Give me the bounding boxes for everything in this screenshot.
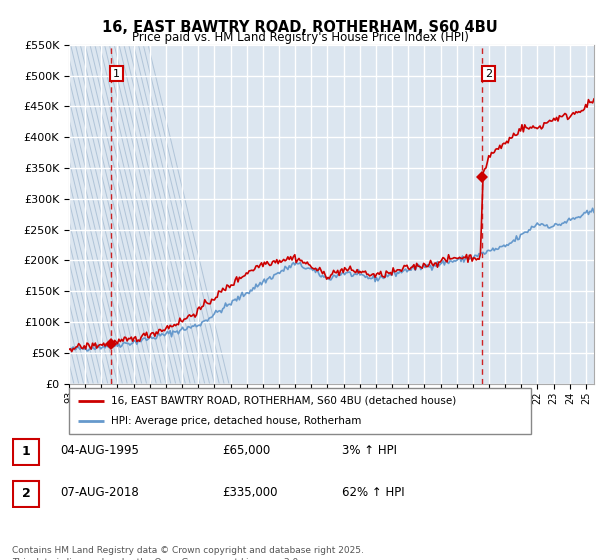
Text: 62% ↑ HPI: 62% ↑ HPI: [342, 486, 404, 500]
Text: 1: 1: [113, 68, 120, 78]
Text: 3% ↑ HPI: 3% ↑ HPI: [342, 444, 397, 458]
FancyBboxPatch shape: [69, 388, 531, 434]
Text: £335,000: £335,000: [222, 486, 277, 500]
Text: Contains HM Land Registry data © Crown copyright and database right 2025.
This d: Contains HM Land Registry data © Crown c…: [12, 546, 364, 560]
Text: Price paid vs. HM Land Registry's House Price Index (HPI): Price paid vs. HM Land Registry's House …: [131, 31, 469, 44]
Text: 16, EAST BAWTRY ROAD, ROTHERHAM, S60 4BU: 16, EAST BAWTRY ROAD, ROTHERHAM, S60 4BU: [102, 20, 498, 35]
Text: 1: 1: [22, 445, 31, 459]
FancyBboxPatch shape: [13, 439, 40, 465]
Text: 2: 2: [22, 487, 31, 501]
Text: 16, EAST BAWTRY ROAD, ROTHERHAM, S60 4BU (detached house): 16, EAST BAWTRY ROAD, ROTHERHAM, S60 4BU…: [110, 396, 456, 406]
Text: 04-AUG-1995: 04-AUG-1995: [60, 444, 139, 458]
Text: HPI: Average price, detached house, Rotherham: HPI: Average price, detached house, Roth…: [110, 416, 361, 426]
FancyBboxPatch shape: [13, 481, 40, 507]
Text: £65,000: £65,000: [222, 444, 270, 458]
Text: 07-AUG-2018: 07-AUG-2018: [60, 486, 139, 500]
Text: 2: 2: [485, 68, 492, 78]
